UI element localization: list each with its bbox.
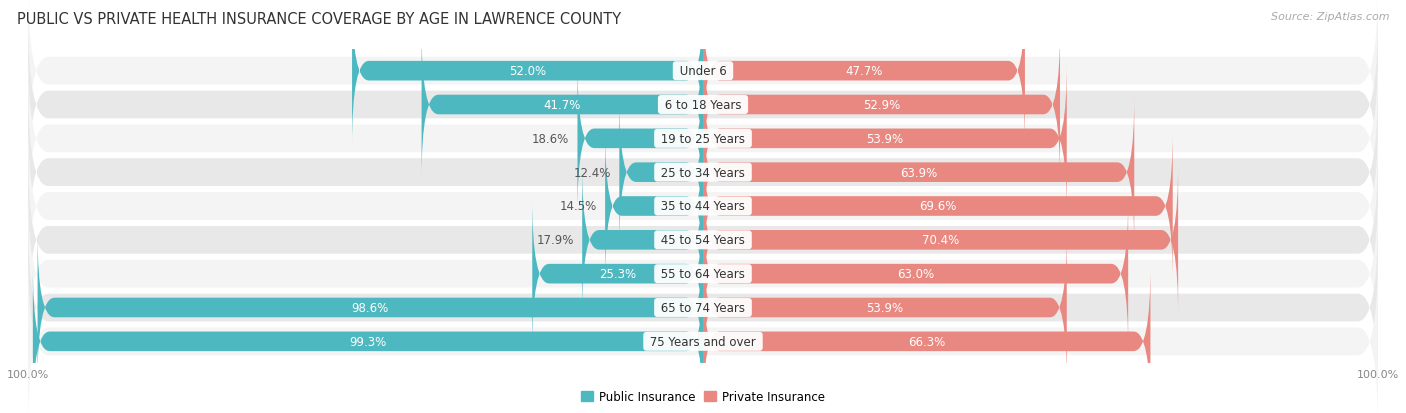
Text: 18.6%: 18.6% [531, 133, 569, 145]
FancyBboxPatch shape [28, 221, 1378, 395]
Text: 65 to 74 Years: 65 to 74 Years [657, 301, 749, 314]
Text: 53.9%: 53.9% [866, 133, 904, 145]
Text: 53.9%: 53.9% [866, 301, 904, 314]
Text: 45 to 54 Years: 45 to 54 Years [657, 234, 749, 247]
Text: 25.3%: 25.3% [599, 268, 636, 280]
Text: 6 to 18 Years: 6 to 18 Years [661, 99, 745, 112]
FancyBboxPatch shape [28, 187, 1378, 361]
FancyBboxPatch shape [703, 132, 1173, 281]
FancyBboxPatch shape [703, 199, 1128, 349]
FancyBboxPatch shape [703, 31, 1060, 180]
FancyBboxPatch shape [703, 64, 1067, 214]
Legend: Public Insurance, Private Insurance: Public Insurance, Private Insurance [576, 385, 830, 408]
FancyBboxPatch shape [703, 98, 1135, 247]
FancyBboxPatch shape [28, 153, 1378, 328]
FancyBboxPatch shape [619, 98, 703, 247]
Text: 55 to 64 Years: 55 to 64 Years [657, 268, 749, 280]
FancyBboxPatch shape [28, 52, 1378, 226]
FancyBboxPatch shape [703, 267, 1150, 413]
FancyBboxPatch shape [703, 0, 1025, 146]
Text: 35 to 44 Years: 35 to 44 Years [657, 200, 749, 213]
Text: 19 to 25 Years: 19 to 25 Years [657, 133, 749, 145]
FancyBboxPatch shape [703, 233, 1067, 382]
FancyBboxPatch shape [38, 233, 703, 382]
FancyBboxPatch shape [28, 18, 1378, 192]
FancyBboxPatch shape [703, 166, 1178, 315]
FancyBboxPatch shape [605, 132, 703, 281]
Text: 52.9%: 52.9% [863, 99, 900, 112]
Text: 14.5%: 14.5% [560, 200, 598, 213]
Text: 52.0%: 52.0% [509, 65, 546, 78]
Text: 69.6%: 69.6% [920, 200, 956, 213]
FancyBboxPatch shape [582, 166, 703, 315]
FancyBboxPatch shape [28, 119, 1378, 294]
Text: 75 Years and over: 75 Years and over [647, 335, 759, 348]
Text: 98.6%: 98.6% [352, 301, 389, 314]
FancyBboxPatch shape [533, 199, 703, 349]
Text: 70.4%: 70.4% [922, 234, 959, 247]
Text: 41.7%: 41.7% [544, 99, 581, 112]
Text: Source: ZipAtlas.com: Source: ZipAtlas.com [1271, 12, 1389, 22]
Text: 99.3%: 99.3% [349, 335, 387, 348]
Text: 12.4%: 12.4% [574, 166, 612, 179]
Text: Under 6: Under 6 [676, 65, 730, 78]
Text: PUBLIC VS PRIVATE HEALTH INSURANCE COVERAGE BY AGE IN LAWRENCE COUNTY: PUBLIC VS PRIVATE HEALTH INSURANCE COVER… [17, 12, 621, 27]
Text: 17.9%: 17.9% [537, 234, 574, 247]
FancyBboxPatch shape [32, 267, 703, 413]
Text: 63.0%: 63.0% [897, 268, 934, 280]
FancyBboxPatch shape [28, 0, 1378, 159]
FancyBboxPatch shape [578, 64, 703, 214]
FancyBboxPatch shape [28, 254, 1378, 413]
FancyBboxPatch shape [352, 0, 703, 146]
Text: 63.9%: 63.9% [900, 166, 938, 179]
FancyBboxPatch shape [422, 31, 703, 180]
Text: 47.7%: 47.7% [845, 65, 883, 78]
Text: 66.3%: 66.3% [908, 335, 945, 348]
Text: 25 to 34 Years: 25 to 34 Years [657, 166, 749, 179]
FancyBboxPatch shape [28, 85, 1378, 260]
